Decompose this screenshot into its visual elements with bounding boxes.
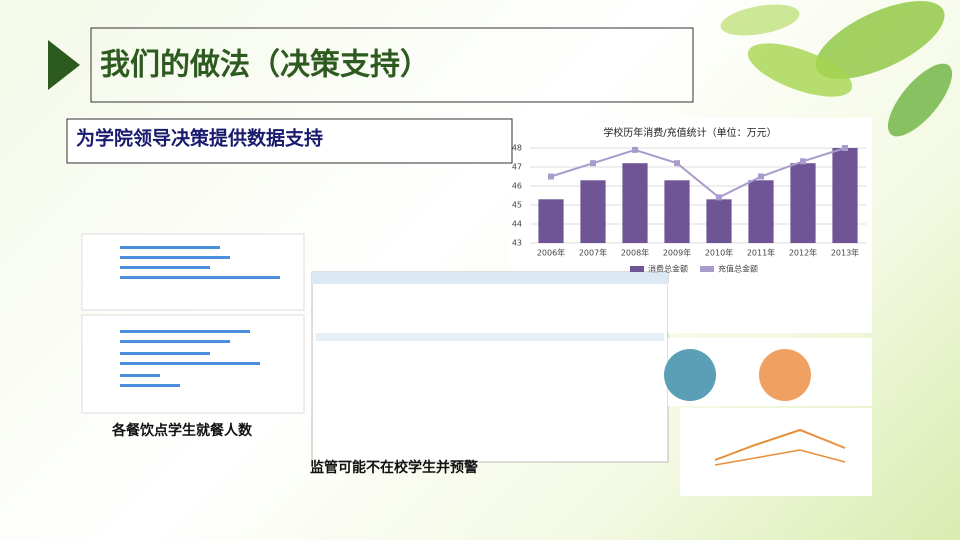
y-tick-label: 46 [512,182,522,191]
slide-title: 我们的做法（决策支持） [100,48,430,83]
title-box [90,27,694,103]
bar [706,199,732,243]
screenshots [81,233,872,496]
legend-label: 消费总金额 [648,264,688,274]
legend-swatch [630,266,644,272]
bar [664,180,690,243]
legend-swatch [700,266,714,272]
y-tick-label: 43 [512,239,522,248]
line [550,147,846,199]
x-tick-label: 2007年 [579,248,607,258]
bar [790,163,816,243]
subtitle-box [66,118,513,164]
line-marker [632,146,638,153]
chart-title: 学校历年消费/充值统计（单位：万元） [603,126,776,139]
line-marker [674,160,680,167]
title-arrow [48,40,80,90]
line-marker [716,194,722,201]
bar [580,180,606,243]
x-tick-label: 2006年 [537,248,565,258]
x-tick-label: 2012年 [789,248,817,258]
y-tick-label: 44 [512,220,522,229]
caption: 监管可能不在校学生并预警 [310,459,478,476]
x-tick-label: 2010年 [705,248,733,258]
subtitle: 为学院领导决策提供数据支持 [76,127,323,150]
y-tick-label: 45 [512,201,522,210]
bar [622,163,648,243]
x-tick-label: 2009年 [663,248,691,258]
line-marker [590,160,596,167]
line-marker [758,173,764,180]
line-marker [548,173,554,180]
bar [538,199,564,243]
x-tick-label: 2013年 [831,248,859,258]
line-marker [800,158,806,165]
leaves [720,1,953,137]
legend-label: 充值总金额 [718,264,758,274]
chart-panel [510,118,872,283]
bar [832,148,858,243]
bar [748,180,774,243]
x-tick-label: 2008年 [621,248,649,258]
y-tick-label: 47 [512,163,522,172]
y-tick-label: 48 [512,144,522,153]
line-marker [842,145,848,151]
x-tick-label: 2011年 [747,248,775,258]
caption: 各餐饮点学生就餐人数 [111,422,253,439]
